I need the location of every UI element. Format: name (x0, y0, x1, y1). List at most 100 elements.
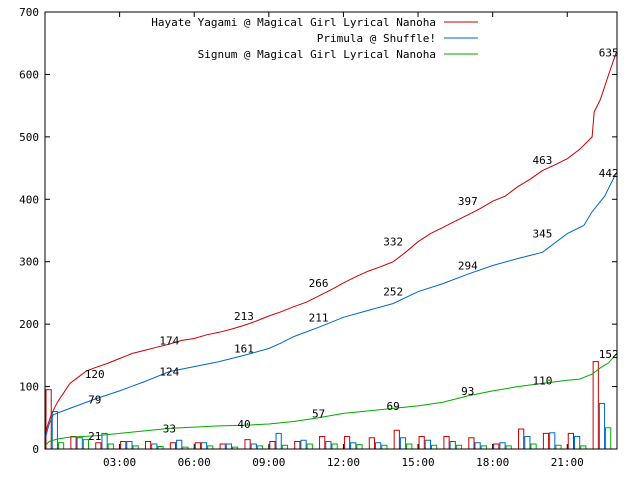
legend-label: Hayate Yagami @ Magical Girl Lyrical Nan… (151, 16, 436, 29)
bar-series-2 (573, 436, 581, 450)
bar-series-1 (368, 437, 376, 450)
bar-series-2 (176, 439, 183, 450)
x-tick-label: 15:00 (401, 456, 434, 469)
x-tick-label: 18:00 (476, 456, 509, 469)
plot-frame (44, 11, 618, 450)
legend-label: Primula @ Shuffle! (317, 32, 436, 45)
bar-series-1 (343, 436, 351, 450)
bar-series-2 (101, 432, 108, 450)
bar-series-1 (567, 432, 574, 450)
x-tick-label: 03:00 (103, 456, 136, 469)
bar-series-3 (107, 443, 114, 450)
bar-series-3 (430, 444, 438, 450)
data-label: 21 (88, 430, 101, 443)
data-label: 252 (383, 286, 403, 299)
bar-series-1 (169, 442, 177, 450)
legend-label: Signum @ Magical Girl Lyrical Nanoha (198, 48, 436, 61)
data-label: 110 (532, 374, 552, 387)
data-label: 124 (159, 366, 179, 379)
bar-series-2 (126, 441, 133, 450)
bar-series-2 (549, 432, 556, 450)
bar-series-1 (120, 441, 127, 450)
bar-series-3 (356, 444, 363, 450)
x-tick-label: 09:00 (252, 456, 285, 469)
bar-series-1 (194, 442, 201, 450)
x-tick-label: 12:00 (327, 456, 360, 469)
data-label: 174 (159, 334, 179, 347)
y-tick-label: 400 (19, 193, 39, 206)
bar-series-1 (393, 429, 400, 450)
bar-series-2 (399, 437, 407, 450)
data-label: 332 (383, 236, 403, 249)
bar-series-1 (269, 441, 276, 450)
bar-series-2 (200, 442, 208, 450)
bar-series-1 (518, 428, 525, 450)
bar-series-2 (51, 411, 58, 450)
bar-series-2 (300, 439, 307, 450)
bar-series-1 (319, 436, 326, 450)
y-tick-label: 100 (19, 381, 39, 394)
y-tick-label: 700 (19, 6, 39, 19)
bar-series-1 (294, 441, 301, 450)
bar-series-2 (76, 437, 83, 450)
data-label: 345 (532, 228, 552, 241)
bar-series-3 (406, 443, 413, 450)
data-label: 69 (387, 400, 400, 413)
bar-series-2 (350, 442, 357, 450)
bar-series-2 (449, 441, 456, 450)
y-tick-label: 200 (19, 318, 39, 331)
y-tick-label: 500 (19, 131, 39, 144)
lines-layer (44, 52, 617, 447)
bar-series-1 (418, 436, 425, 450)
bar-series-1 (70, 436, 77, 450)
bar-series-3 (306, 443, 313, 450)
bar-series-1 (592, 361, 599, 450)
bar-series-1 (542, 432, 550, 450)
bar-series-2 (598, 402, 606, 450)
data-label: 40 (237, 418, 250, 431)
data-labels-layer: 120 174 213 266 332 397 463 635 79 124 161 211 252 29… (85, 47, 619, 443)
axis-layer: 0 100 200 300 400 500 600 700 03:00 06:00 09:00 12:… (19, 6, 617, 469)
line-series-2 (44, 172, 617, 440)
bar-series-1 (144, 441, 152, 450)
bars-layer (45, 361, 612, 450)
bar-series-1 (443, 436, 450, 450)
data-label: 397 (458, 195, 478, 208)
y-tick-label: 0 (32, 443, 39, 456)
y-tick-label: 300 (19, 256, 39, 269)
data-label: 266 (309, 277, 329, 290)
bar-series-2 (499, 442, 506, 450)
x-tick-label: 06:00 (178, 456, 211, 469)
bar-series-3 (455, 444, 463, 450)
data-label: 442 (599, 167, 619, 180)
bar-series-2 (474, 442, 481, 450)
bar-series-2 (375, 442, 382, 450)
bar-series-3 (555, 444, 562, 450)
line-series-1 (44, 52, 617, 437)
bar-series-3 (530, 443, 537, 450)
bar-series-3 (381, 444, 388, 450)
data-label: 161 (234, 342, 254, 355)
bar-series-1 (244, 439, 251, 450)
legend: Hayate Yagami @ Magical Girl Lyrical Nan… (151, 16, 478, 61)
data-label: 93 (461, 385, 474, 398)
data-label: 79 (88, 394, 101, 407)
bar-series-3 (281, 444, 288, 450)
bar-series-2 (275, 432, 282, 450)
bar-series-2 (424, 439, 431, 450)
bar-series-2 (225, 443, 233, 450)
bar-series-2 (151, 443, 158, 450)
bar-series-2 (524, 436, 531, 450)
x-tick-label: 21:00 (551, 456, 584, 469)
bar-series-1 (45, 389, 52, 450)
bar-series-2 (250, 443, 257, 450)
bar-series-1 (493, 443, 500, 450)
data-label: 463 (532, 154, 552, 167)
bar-series-3 (331, 443, 338, 450)
y-tick-label: 600 (19, 68, 39, 81)
data-label: 57 (312, 407, 325, 420)
bar-series-3 (605, 427, 612, 450)
data-label: 213 (234, 310, 254, 323)
line-series-3 (44, 353, 617, 447)
